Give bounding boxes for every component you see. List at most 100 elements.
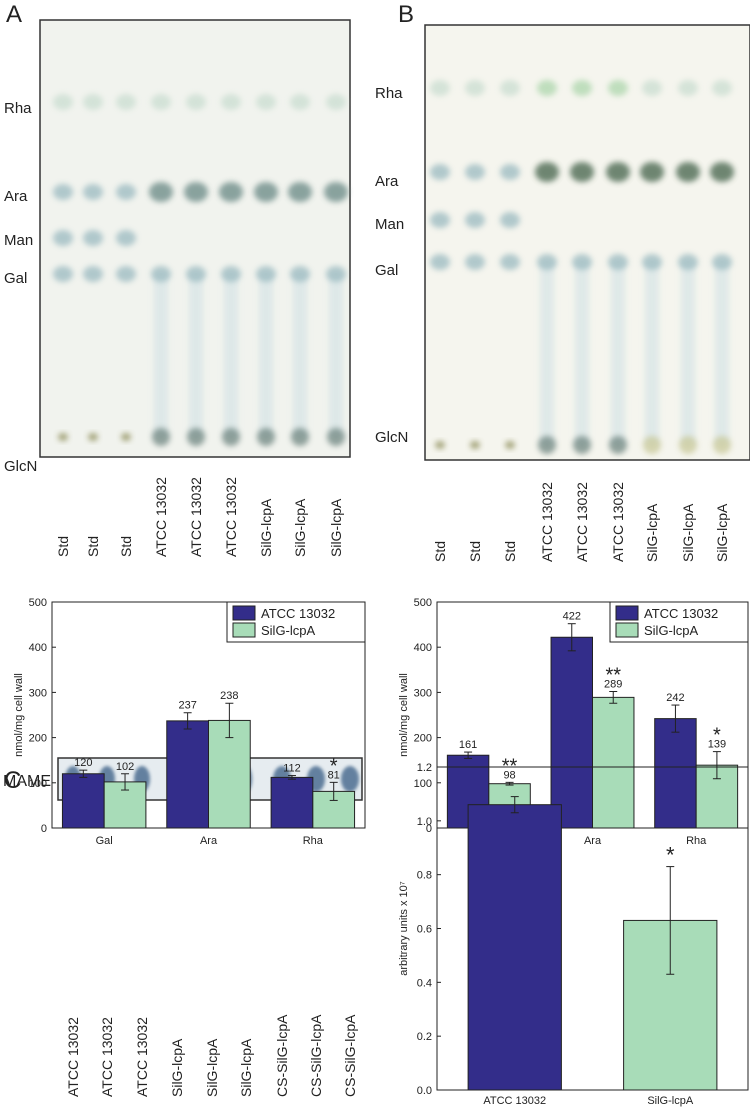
lane-streak: [189, 274, 203, 437]
tlc-spot: [222, 428, 240, 446]
y-tick-label: 1.2: [417, 762, 432, 774]
tlc-spot: [535, 162, 559, 182]
lane-label: CS-SilG-lcpA: [342, 1014, 358, 1097]
tlc-spot: [500, 212, 520, 228]
x-tick-label: ATCC 13032: [483, 1095, 546, 1107]
value-label: 237: [178, 700, 196, 712]
lane-label: SilG-lcpA: [328, 498, 344, 557]
tlc-spot: [151, 94, 171, 110]
value-label: 102: [116, 761, 134, 773]
lane-label: Std: [432, 541, 448, 562]
lane-label: Std: [55, 536, 71, 557]
x-tick-label: Ara: [584, 835, 602, 847]
tlc-spot: [609, 436, 627, 454]
legend-label: SilG-lcpA: [644, 623, 699, 638]
tlc-spot: [186, 266, 206, 282]
lane-label: ATCC 13032: [99, 1017, 115, 1097]
lane-streak: [540, 262, 554, 445]
tlc-spot: [219, 182, 243, 202]
tlc-spot: [257, 428, 275, 446]
lane-label: ATCC 13032: [65, 1017, 81, 1097]
value-label: 81: [328, 769, 340, 781]
tlc-spot: [678, 254, 698, 270]
value-label: 98: [503, 769, 515, 781]
legend-swatch: [615, 622, 639, 638]
y-tick-label: 300: [414, 687, 432, 699]
y-tick-label: 0.4: [417, 977, 432, 989]
tlc-spot: [186, 94, 206, 110]
lane-streak: [293, 274, 307, 437]
y-tick-label: 100: [29, 778, 47, 790]
tlc-spot: [83, 266, 103, 282]
significance: *: [330, 755, 338, 777]
y-tick-label: 0: [41, 823, 47, 835]
x-tick-label: Ara: [200, 835, 218, 847]
lane-streak: [259, 274, 273, 437]
value-label: 161: [459, 739, 477, 751]
y-axis-label: nmol/mg cell wall: [398, 673, 410, 757]
tlc-spot: [643, 436, 661, 454]
spot-label: Ara: [4, 188, 28, 205]
lane-streak: [681, 262, 695, 445]
tlc-spot: [83, 230, 103, 246]
legend-swatch: [615, 605, 639, 621]
tlc-spot: [537, 80, 557, 96]
bar: [270, 776, 314, 829]
y-tick-label: 400: [29, 642, 47, 654]
tlc-spot: [121, 433, 131, 441]
lane-label: SilG-lcpA: [204, 1038, 220, 1097]
lane-label: SilG-lcpA: [644, 503, 660, 562]
bar: [592, 696, 635, 829]
legend-label: ATCC 13032: [644, 606, 718, 621]
tlc-spot: [435, 441, 445, 449]
tlc-spot: [256, 94, 276, 110]
tlc-spot: [326, 94, 346, 110]
tlc-spot: [149, 182, 173, 202]
legend-label: ATCC 13032: [261, 606, 335, 621]
lane-label: SilG-lcpA: [238, 1038, 254, 1097]
plot-frame: [436, 766, 749, 1091]
tlc-spot: [53, 184, 73, 200]
tlc-spot: [324, 182, 348, 202]
lane-label: ATCC 13032: [153, 477, 169, 557]
lane-label: SilG-lcpA: [680, 503, 696, 562]
lane-label: SilG-lcpA: [258, 498, 274, 557]
tlc-spot: [430, 212, 450, 228]
panel-letter: C: [4, 767, 21, 794]
tlc-spot: [570, 162, 594, 182]
tlc-spot: [83, 94, 103, 110]
lane-label: SilG-lcpA: [714, 503, 730, 562]
lane-streak: [611, 262, 625, 445]
y-tick-label: 0.6: [417, 924, 432, 936]
lane-label: ATCC 13032: [223, 477, 239, 557]
lane-label: Std: [502, 541, 518, 562]
panel-letter: A: [6, 1, 22, 28]
tlc-spot: [288, 182, 312, 202]
lane-streak: [575, 262, 589, 445]
tlc-spot: [538, 436, 556, 454]
value-label: 238: [220, 690, 238, 702]
tlc-spot: [83, 184, 103, 200]
tlc-spot: [572, 254, 592, 270]
tlc-spot: [676, 162, 700, 182]
significance: **: [605, 664, 621, 686]
tlc-spot: [326, 266, 346, 282]
y-tick-label: 0.2: [417, 1031, 432, 1043]
tlc-spot: [642, 80, 662, 96]
tlc-spot: [116, 230, 136, 246]
x-tick-label: Gal: [96, 835, 113, 847]
tlc-spot: [500, 80, 520, 96]
tlc-spot: [152, 428, 170, 446]
lane-label: ATCC 13032: [134, 1017, 150, 1097]
spot-label: Ara: [375, 173, 399, 190]
tlc-spot: [710, 162, 734, 182]
value-label: 289: [604, 678, 622, 690]
lane-label: ATCC 13032: [574, 482, 590, 562]
tlc-spot: [53, 94, 73, 110]
tlc-spot: [606, 162, 630, 182]
lane-streak: [715, 262, 729, 445]
spot-label: Rha: [375, 85, 403, 102]
tlc-spot: [713, 436, 731, 454]
bar: [166, 720, 209, 829]
